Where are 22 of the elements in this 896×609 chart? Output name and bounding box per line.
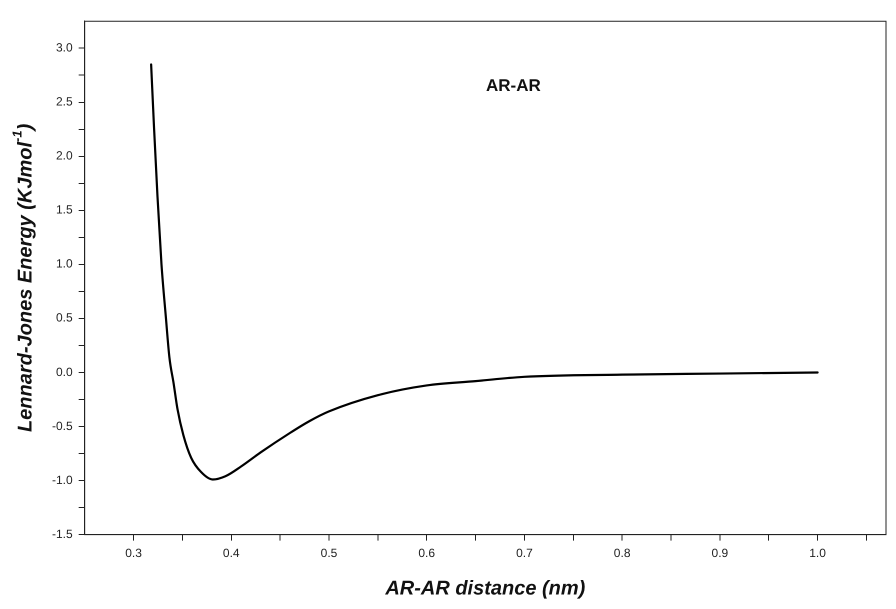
- x-tick-label: 0.7: [516, 546, 534, 560]
- x-tick-label: 0.4: [222, 546, 240, 560]
- y-tick-label: 1.0: [56, 256, 73, 271]
- text: AR-AR: [486, 76, 541, 95]
- line-series: [150, 63, 819, 481]
- x-tick-label: 0.3: [125, 546, 142, 560]
- x-tick-label: 0.5: [320, 546, 338, 560]
- x-tick-label: 0.6: [418, 546, 436, 560]
- y-tick-label: 0.0: [56, 364, 73, 379]
- x-tick-label: 0.8: [614, 546, 631, 560]
- x-tick-label: 0.9: [712, 546, 729, 560]
- x-tick-label: 1.0: [809, 546, 826, 560]
- y-tick-label: 3.0: [56, 40, 73, 55]
- y-tick-label: -1.0: [52, 472, 73, 487]
- y-tick-label: -1.5: [52, 526, 73, 541]
- y-tick-label: -0.5: [52, 418, 73, 433]
- y-tick-label: 2.0: [56, 148, 73, 163]
- y-tick-label: 0.5: [56, 310, 73, 325]
- y-tick-label: 1.5: [56, 202, 73, 217]
- y-axis-title: Lennard-Jones Energy (KJmol-1): [10, 123, 37, 432]
- x-axis-title: AR-AR distance (nm): [384, 578, 586, 600]
- y-tick-label: 2.5: [56, 94, 73, 109]
